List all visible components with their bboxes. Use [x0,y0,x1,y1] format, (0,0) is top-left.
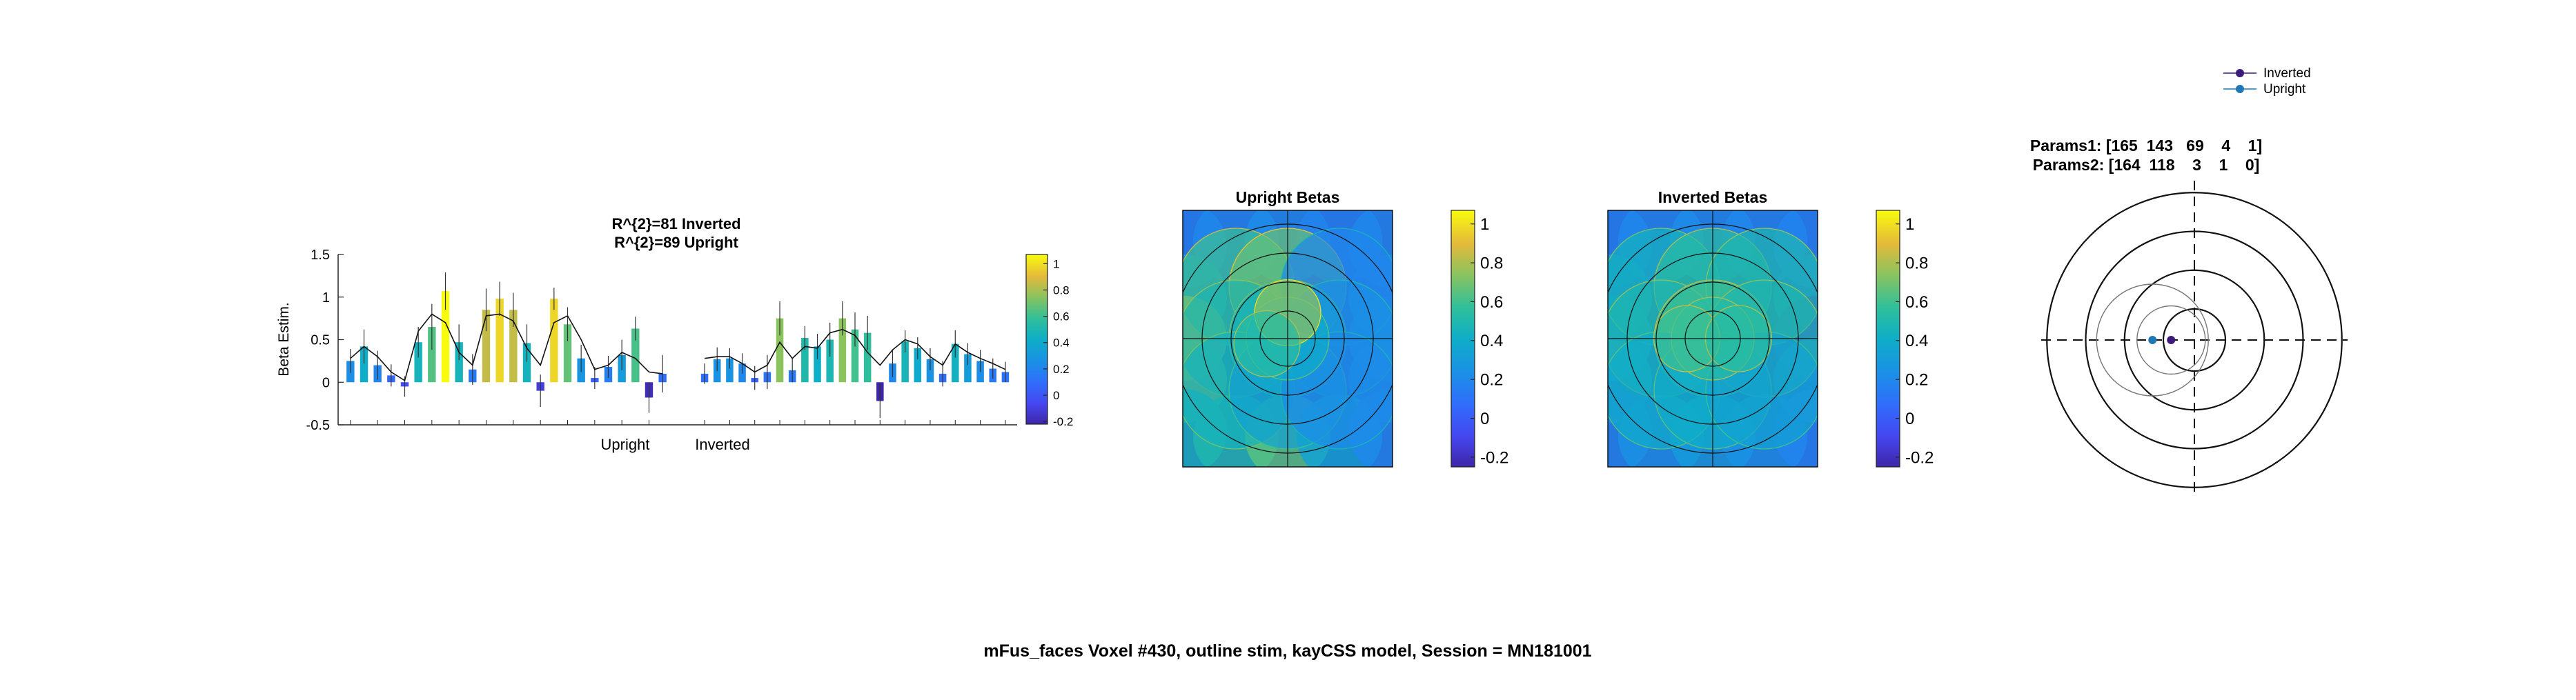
bar-chart-colorbar-tick-label: 1 [1053,257,1059,270]
upright-betas-colorbar-tick-label: 0.2 [1480,371,1503,390]
upright-betas-colorbar [1451,210,1475,468]
prf-center-inverted [2167,336,2176,344]
bar-chart-colorbar [1025,254,1048,425]
bar-chart-title-line-2: R^{2}=89 Upright [614,234,738,251]
bar-inverted [863,332,872,383]
inverted-betas-colorbar-tick-label: 0.8 [1905,254,1928,272]
bar-inverted [952,343,959,383]
bar-chart-y-tick-label: 0.5 [311,333,330,348]
bar-chart-colorbar-tick-label: -0.2 [1053,415,1073,428]
bar-chart-colorbar-tick-label: 0 [1053,389,1059,402]
upright-betas-colorbar-tick-label: 0.6 [1480,293,1503,312]
bar-chart-x-group-label-inverted: Inverted [695,436,750,453]
bar-upright [631,328,640,383]
bar-chart-colorbar-tick-label: 0.4 [1053,337,1070,350]
inverted-betas-colorbar-tick-label: 0.2 [1905,371,1928,390]
prf-parameters-panel: Params1: [165 143 69 4 1] Params2: [164 … [2030,66,2348,494]
upright-betas-colorbar-tick-label: 0.8 [1480,254,1503,272]
bar-inverted [826,339,834,383]
bar-chart-y-tick-label: 0 [322,375,330,390]
bar-upright [482,310,491,383]
bar-inverted [851,329,859,383]
inverted-betas-colorbar-tick-label: 1 [1905,215,1914,234]
legend-inverted-label: Inverted [2263,66,2311,81]
upright-betas-colorbar-tick-label: -0.2 [1480,448,1508,467]
inverted-betas-colorbar-tick-label: -0.2 [1905,448,1934,467]
bar-upright [414,342,422,383]
model-fit-line-inverted [704,328,1006,373]
prf-outline-upright [2096,283,2209,397]
bar-inverted [814,346,821,383]
inverted-betas-frame [1607,210,1818,468]
inverted-betas-title: Inverted Betas [1658,188,1768,206]
bar-chart-panel: R^{2}=81 Inverted R^{2}=89 Upright 1.5 1 0… [276,215,1073,453]
inverted-betas-colorbar-tick-label: 0.6 [1905,293,1928,312]
inverted-betas-panel: Inverted Betas 1 0.8 0.6 0.4 0.2 0 -0.2 [1607,188,1934,468]
bar-chart-y-tick-label: 1 [322,290,330,306]
upright-betas-colorbar-tick-label: 0 [1480,410,1489,428]
bar-chart-title-line-1: R^{2}=81 Inverted [611,215,740,232]
legend-inverted-marker [2236,69,2244,77]
prf-params2-label: Params2: [164 118 3 1 0] [2033,156,2260,174]
bar-inverted [926,359,934,383]
bar-upright [563,324,572,383]
figure-footer-caption: mFus_faces Voxel #430, outline stim, kay… [983,641,1591,661]
upright-betas-prf-blob [1233,310,1301,378]
prf-outline-inverted [2136,305,2206,375]
prf-center-upright [2148,336,2157,344]
bar-inverted [726,358,734,383]
upright-betas-frame [1182,210,1393,468]
inverted-betas-colorbar-tick-label: 0 [1905,410,1914,428]
bar-inverted [964,354,972,383]
bar-chart-y-label: Beta Estim. [276,302,292,376]
bar-upright [428,326,436,383]
bar-upright [495,299,504,383]
inverted-betas-colorbar-tick-label: 0.4 [1905,332,1928,350]
upright-betas-colorbar-tick-label: 0.4 [1480,332,1503,350]
bar-upright [441,291,450,383]
bar-upright [455,342,463,383]
bar-upright [509,310,518,383]
bar-chart-colorbar-tick-label: 0.2 [1053,363,1070,376]
bar-upright [550,299,558,383]
bar-inverted [901,341,909,383]
upright-betas-colorbar-tick-label: 1 [1480,215,1489,234]
bar-chart-y-tick-label: 1.5 [311,248,330,263]
bar-inverted [914,348,922,383]
inverted-betas-colorbar [1876,210,1900,468]
upright-betas-title: Upright Betas [1236,188,1340,206]
bar-inverted [801,338,809,383]
prf-legend: Inverted Upright [2223,66,2311,97]
bar-chart-x-group-label-upright: Upright [601,436,650,453]
bar-chart-colorbar-tick-label: 0.8 [1053,283,1070,297]
legend-upright-label: Upright [2263,82,2306,97]
bar-chart-colorbar-tick-label: 0.6 [1053,310,1070,323]
upright-betas-panel: Upright Betas 1 0.8 0.6 0.4 0.2 0 -0.2 [1182,188,1508,468]
prf-params1-label: Params1: [165 143 69 4 1] [2030,137,2262,154]
legend-upright-marker [2236,85,2244,93]
bar-upright [360,346,368,383]
bar-chart-y-tick-label: -0.5 [306,418,330,433]
model-fit-line-upright [350,313,663,382]
bar-upright [522,343,531,383]
bar-inverted [776,318,784,383]
bar-inverted [838,318,847,383]
